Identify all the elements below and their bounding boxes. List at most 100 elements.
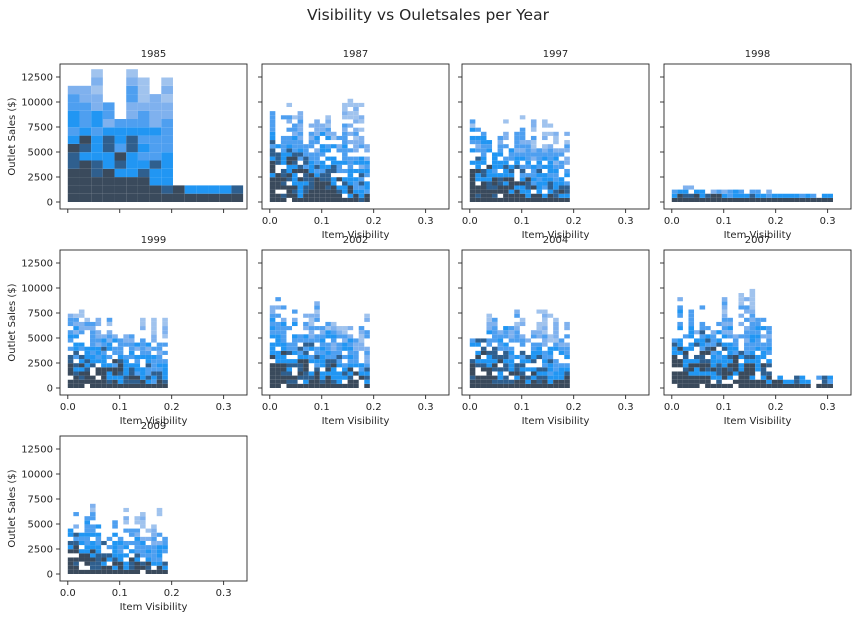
histogram-bin xyxy=(480,173,487,178)
histogram-bin xyxy=(727,354,733,360)
histogram-bin xyxy=(134,549,141,554)
histogram-bin xyxy=(275,350,281,355)
histogram-bin xyxy=(342,371,348,376)
histogram-bin xyxy=(699,321,706,327)
histogram-bin xyxy=(101,383,107,388)
histogram-bin xyxy=(558,185,565,190)
histogram-bin xyxy=(738,305,745,310)
histogram-bin xyxy=(760,367,767,372)
histogram-bin xyxy=(744,383,750,388)
histogram-bin xyxy=(486,197,493,202)
x-tick-label: 0.1 xyxy=(314,402,330,413)
histogram-bin xyxy=(530,197,537,202)
histogram-bin xyxy=(810,193,817,198)
histogram-bin xyxy=(497,330,504,335)
histogram-bin xyxy=(303,144,309,149)
histogram-bin xyxy=(275,156,281,161)
histogram-bin xyxy=(744,363,750,368)
histogram-bin xyxy=(503,135,509,141)
histogram-bin xyxy=(156,363,163,368)
histogram-bin xyxy=(364,185,370,190)
histogram-bin xyxy=(508,152,515,157)
histogram-bin xyxy=(564,321,570,327)
histogram-bin xyxy=(308,185,315,190)
histogram-bin xyxy=(744,375,750,380)
y-tick-label: 10000 xyxy=(21,284,53,295)
x-axis-label: Item Visibility xyxy=(120,602,188,613)
histogram-bin xyxy=(297,371,304,376)
histogram-bin xyxy=(821,197,828,202)
histogram-bin xyxy=(151,553,157,558)
histogram-bin xyxy=(319,359,326,364)
histogram-bin xyxy=(91,85,103,95)
histogram-bin xyxy=(73,371,79,376)
histogram-bin xyxy=(536,164,543,169)
histogram-bin xyxy=(275,359,281,364)
histogram-bin xyxy=(530,185,537,190)
histogram-bin xyxy=(530,156,537,161)
histogram-bin xyxy=(140,553,146,558)
histogram-bin xyxy=(128,350,135,355)
histogram-bin xyxy=(286,164,293,169)
panel-title: 2009 xyxy=(141,421,166,432)
histogram-bin xyxy=(308,338,315,343)
panel-title: 1987 xyxy=(343,49,368,60)
y-tick-label: 0 xyxy=(47,198,53,209)
histogram-bin xyxy=(325,144,331,149)
histogram-bin xyxy=(303,350,309,355)
histogram-bin xyxy=(128,569,135,574)
histogram-bin xyxy=(319,148,326,153)
histogram-bin xyxy=(760,371,767,376)
histogram-bin xyxy=(519,140,526,145)
histogram-bin xyxy=(760,342,767,347)
histogram-bin xyxy=(140,367,146,372)
histogram-bin xyxy=(347,185,354,190)
histogram-bin xyxy=(347,123,354,128)
histogram-bin xyxy=(744,326,750,331)
histogram-bin xyxy=(755,321,761,327)
histogram-bin xyxy=(721,197,728,202)
histogram-bin xyxy=(364,144,370,149)
histogram-bin xyxy=(269,156,276,161)
histogram-bin xyxy=(303,168,309,174)
histogram-bin xyxy=(79,168,92,178)
histogram-bin xyxy=(280,375,287,380)
histogram-bin xyxy=(688,330,695,335)
histogram-bin xyxy=(536,326,543,331)
histogram-bin xyxy=(782,197,789,202)
histogram-bin xyxy=(308,342,315,347)
histogram-bin xyxy=(358,177,365,182)
histogram-bin xyxy=(269,127,276,132)
histogram-bin xyxy=(151,375,157,380)
histogram-bin xyxy=(514,135,520,141)
histogram-bin xyxy=(102,193,115,202)
histogram-bin xyxy=(275,342,281,347)
histogram-bin xyxy=(325,375,331,380)
histogram-bin xyxy=(319,375,326,380)
histogram-bin xyxy=(128,363,135,368)
x-tick-label: 0.0 xyxy=(262,216,278,227)
histogram-bin xyxy=(314,359,320,364)
histogram-bin xyxy=(514,321,520,327)
histogram-bin xyxy=(280,181,287,186)
histogram-bin xyxy=(106,379,113,384)
histogram-bin xyxy=(330,346,337,351)
histogram-bin xyxy=(137,127,150,136)
histogram-bin xyxy=(91,143,103,153)
histogram-bin xyxy=(67,102,80,111)
histogram-bin xyxy=(91,69,103,78)
histogram-bin xyxy=(90,512,96,517)
histogram-bin xyxy=(286,363,293,368)
histogram-bin xyxy=(677,309,683,314)
histogram-bin xyxy=(308,197,315,202)
histogram-bin xyxy=(508,185,515,190)
histogram-bin xyxy=(564,189,570,194)
histogram-bin xyxy=(738,193,745,198)
histogram-bin xyxy=(530,330,537,335)
histogram-bin xyxy=(297,363,304,368)
histogram-bin xyxy=(342,363,348,368)
x-axis-label: Item Visibility xyxy=(522,230,590,241)
histogram-bin xyxy=(542,338,548,343)
